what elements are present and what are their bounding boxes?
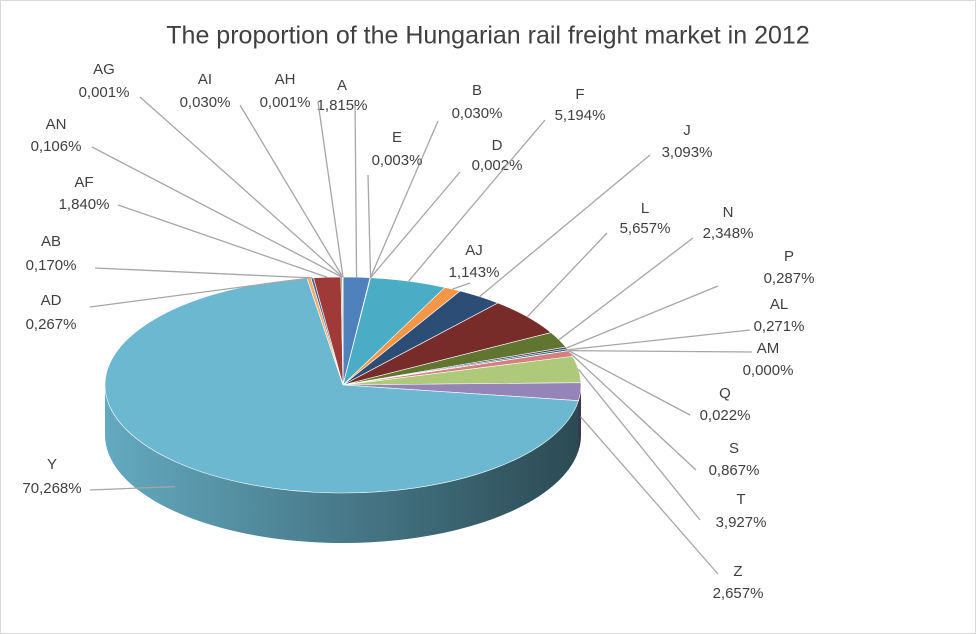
leader-line [317, 101, 344, 278]
leader-line [578, 369, 701, 521]
leader-line [370, 171, 461, 279]
leader-line [94, 267, 313, 279]
slice-value: 5,194% [555, 107, 606, 124]
slice-label: AH [275, 71, 296, 88]
slice [104, 277, 579, 494]
leader-line [408, 119, 546, 282]
slice-value: 0,867% [709, 462, 760, 479]
slice-label: AJ [465, 242, 483, 259]
leader-line [567, 329, 751, 351]
leader-line [367, 174, 372, 278]
slice-value: 0,170% [26, 257, 77, 274]
leader-line [89, 277, 310, 308]
slice-label: L [641, 200, 649, 217]
slice-value: 3,093% [662, 144, 713, 161]
slice-value: 0,002% [472, 157, 523, 174]
slice-value: 0,001% [79, 84, 130, 101]
slice-value: 0,106% [31, 138, 82, 155]
leader-line [89, 485, 176, 491]
leader-line [568, 349, 753, 353]
leader-line [239, 104, 344, 278]
slice-label: T [736, 491, 745, 508]
leader-line [452, 282, 471, 290]
leader-line [526, 232, 608, 318]
slice-value: 0,001% [260, 94, 311, 111]
slice-label: D [492, 137, 503, 154]
slice-label: N [723, 204, 734, 221]
leader-line [139, 96, 343, 278]
leader-line [91, 146, 343, 278]
slice-label: AD [41, 292, 62, 309]
slice-label: Z [733, 563, 742, 580]
slice-value: 1,840% [59, 196, 110, 213]
slice-value: 2,657% [713, 585, 764, 602]
slice-label: Q [719, 385, 731, 402]
slice-value: 2,348% [703, 225, 754, 242]
leader-line [580, 416, 719, 575]
slice-value: 1,815% [317, 97, 368, 114]
slice-label: AI [198, 71, 212, 88]
slice-label: A [337, 77, 347, 94]
slice-label: F [575, 86, 584, 103]
slice-label: AB [41, 233, 61, 250]
slice-value: 1,143% [449, 264, 500, 281]
leader-line [369, 120, 439, 278]
slice-label: J [683, 122, 691, 139]
slice-label: AN [46, 116, 67, 133]
slice-value: 70,268% [22, 480, 81, 497]
slice-label: S [729, 440, 739, 457]
slice-label: B [472, 82, 482, 99]
leader-line [570, 353, 697, 471]
slice-value: 0,030% [452, 105, 503, 122]
leader-line [354, 99, 358, 278]
slice-value: 0,287% [764, 270, 815, 287]
slice-value: 3,927% [716, 514, 767, 531]
leader-line [566, 285, 719, 349]
slice-label: AG [93, 61, 115, 78]
chart-title: The proportion of the Hungarian rail fre… [166, 22, 809, 50]
slice-label: AF [74, 174, 93, 191]
slice-value: 0,003% [372, 152, 423, 169]
slice-value: 0,271% [754, 318, 805, 335]
slice-label: E [392, 129, 402, 146]
slice-label: AM [757, 340, 780, 357]
slice-value: 5,657% [620, 220, 671, 237]
slice-label: P [784, 248, 794, 265]
side-shading [105, 385, 581, 543]
slice-label: AL [770, 296, 788, 313]
slice-label: Y [47, 456, 57, 473]
slice-value: 0,000% [743, 362, 794, 379]
leader-line [117, 204, 328, 278]
leader-line [558, 237, 694, 341]
slice-value: 0,267% [26, 316, 77, 333]
leader-line [479, 154, 651, 298]
slice-value: 0,022% [700, 407, 751, 424]
slice-value: 0,030% [180, 94, 231, 111]
leader-line [568, 350, 691, 416]
